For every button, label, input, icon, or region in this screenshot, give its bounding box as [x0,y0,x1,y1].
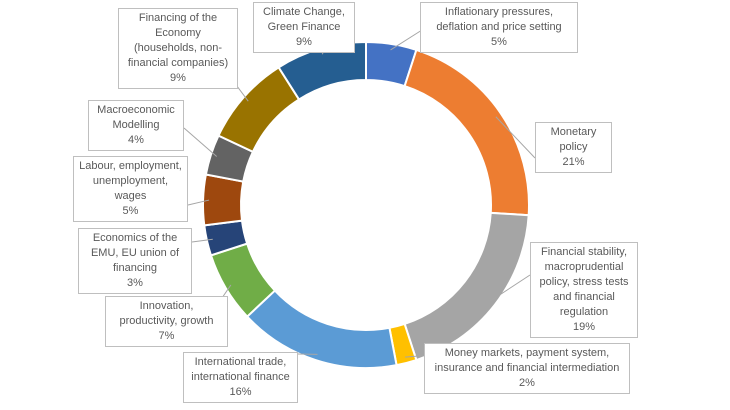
value-label: 3% [127,277,143,289]
value-label: 2% [519,377,535,389]
data-label: Monetary policy 21% [535,122,612,173]
category-label: International trade, international finan… [191,356,290,383]
category-label: Inflationary pressures, deflation and pr… [436,6,562,33]
value-label: 4% [128,134,144,146]
value-label: 16% [229,386,252,398]
value-label: 5% [122,205,139,217]
category-label: Innovation, productivity, growth [119,300,214,327]
category-label: Macroeconomic Modelling [97,104,175,131]
data-label: Money markets, payment system, insurance… [424,343,630,394]
data-label: Labour, employment, unemployment, wages 5… [73,156,188,222]
data-label: Climate Change, Green Finance 9% [253,2,355,53]
category-label: Financing of the Economy (households, no… [127,12,229,69]
data-label: Innovation, productivity, growth 7% [105,296,228,347]
leader-line [191,238,213,243]
data-label: Financial stability, macroprudential pol… [530,242,638,338]
value-label: 9% [170,72,186,84]
data-label: Economics of the EMU, EU union of financ… [78,228,192,294]
leader-line [183,127,218,157]
data-label: Macroeconomic Modelling 4% [88,100,184,151]
category-label: Labour, employment, unemployment, wages [79,160,182,202]
category-label: Monetary policy [550,126,597,153]
value-label: 21% [562,156,585,168]
value-label: 5% [491,36,507,48]
leader-line [390,29,423,51]
data-label: Financing of the Economy (households, no… [118,8,238,89]
category-label: Climate Change, Green Finance [263,6,345,33]
leader-line [495,116,536,159]
data-label: Inflationary pressures, deflation and pr… [420,2,578,53]
category-label: Money markets, payment system, insurance… [434,347,620,374]
value-label: 7% [158,330,175,342]
category-label: Financial stability, macroprudential pol… [539,246,629,318]
leader-line [187,199,210,206]
leader-line [221,284,232,299]
category-label: Economics of the EMU, EU union of financ… [90,232,180,274]
data-label: International trade, international finan… [183,352,298,403]
value-label: 9% [296,36,312,48]
donut-segment [277,40,367,101]
donut-segment [403,211,530,362]
value-label: 19% [572,321,596,333]
leader-line [489,274,531,302]
